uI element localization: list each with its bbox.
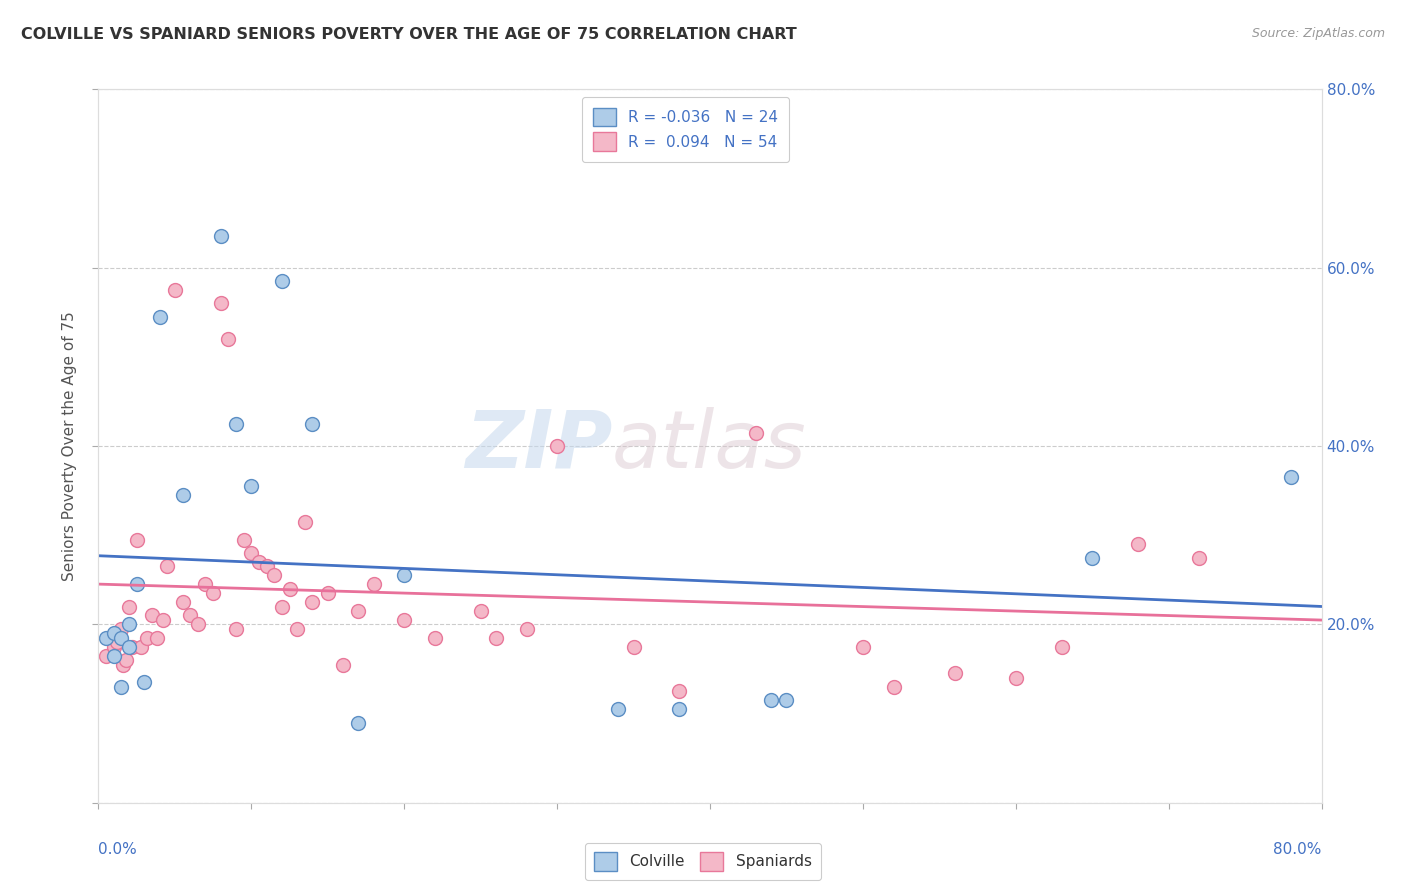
Point	[883, 680, 905, 694]
Point	[163, 283, 186, 297]
Point	[247, 555, 270, 569]
Point	[94, 648, 117, 663]
Point	[118, 599, 141, 614]
Point	[103, 640, 125, 654]
Point	[118, 617, 141, 632]
Point	[240, 546, 263, 560]
Point	[111, 657, 134, 672]
Point	[775, 693, 797, 707]
Point	[103, 626, 125, 640]
Text: Source: ZipAtlas.com: Source: ZipAtlas.com	[1251, 27, 1385, 40]
Legend: Colville, Spaniards: Colville, Spaniards	[585, 843, 821, 880]
Point	[136, 631, 159, 645]
Point	[94, 631, 117, 645]
Point	[668, 684, 690, 698]
Point	[759, 693, 782, 707]
Point	[470, 604, 492, 618]
Point	[115, 653, 138, 667]
Text: 80.0%: 80.0%	[1274, 842, 1322, 857]
Point	[125, 533, 148, 547]
Text: COLVILLE VS SPANIARD SENIORS POVERTY OVER THE AGE OF 75 CORRELATION CHART: COLVILLE VS SPANIARD SENIORS POVERTY OVE…	[21, 27, 797, 42]
Point	[363, 577, 385, 591]
Point	[1004, 671, 1026, 685]
Point	[240, 479, 263, 493]
Point	[316, 586, 339, 600]
Point	[256, 559, 278, 574]
Point	[668, 702, 690, 716]
Point	[852, 640, 875, 654]
Point	[110, 631, 132, 645]
Point	[179, 608, 201, 623]
Point	[225, 417, 247, 431]
Point	[745, 425, 768, 440]
Point	[225, 622, 247, 636]
Point	[110, 622, 132, 636]
Point	[546, 439, 568, 453]
Point	[301, 417, 323, 431]
Point	[347, 604, 370, 618]
Point	[516, 622, 538, 636]
Point	[110, 680, 132, 694]
Point	[263, 568, 285, 582]
Point	[285, 622, 308, 636]
Point	[105, 635, 128, 649]
Point	[1050, 640, 1073, 654]
Point	[232, 533, 254, 547]
Point	[301, 595, 323, 609]
Text: atlas: atlas	[612, 407, 807, 485]
Point	[194, 577, 217, 591]
Text: 0.0%: 0.0%	[98, 842, 138, 857]
Point	[172, 488, 194, 502]
Point	[1081, 550, 1104, 565]
Point	[392, 613, 416, 627]
Point	[121, 640, 143, 654]
Point	[172, 595, 194, 609]
Point	[332, 657, 354, 672]
Point	[270, 274, 292, 288]
Point	[943, 666, 966, 681]
Point	[134, 675, 156, 690]
Point	[152, 613, 174, 627]
Point	[347, 715, 370, 730]
Point	[103, 648, 125, 663]
Point	[392, 568, 416, 582]
Point	[423, 631, 446, 645]
Point	[129, 640, 152, 654]
Point	[209, 229, 232, 244]
Point	[270, 599, 292, 614]
Point	[202, 586, 225, 600]
Point	[125, 577, 148, 591]
Point	[623, 640, 645, 654]
Point	[278, 582, 301, 596]
Y-axis label: Seniors Poverty Over the Age of 75: Seniors Poverty Over the Age of 75	[62, 311, 77, 581]
Point	[1128, 537, 1150, 551]
Point	[209, 296, 232, 310]
Legend: R = -0.036   N = 24, R =  0.094   N = 54: R = -0.036 N = 24, R = 0.094 N = 54	[582, 97, 789, 161]
Point	[118, 640, 141, 654]
Text: ZIP: ZIP	[465, 407, 612, 485]
Point	[141, 608, 163, 623]
Point	[607, 702, 630, 716]
Point	[145, 631, 167, 645]
Point	[485, 631, 508, 645]
Point	[156, 559, 179, 574]
Point	[217, 332, 239, 346]
Point	[1279, 470, 1302, 484]
Point	[187, 617, 209, 632]
Point	[149, 310, 172, 324]
Point	[294, 515, 316, 529]
Point	[1188, 550, 1211, 565]
